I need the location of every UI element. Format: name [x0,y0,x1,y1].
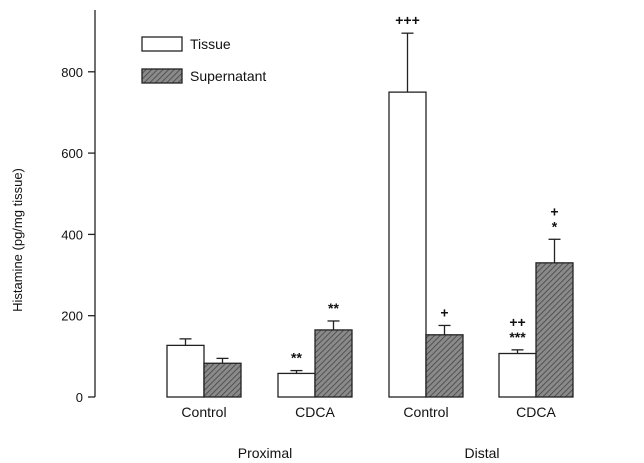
significance-label: + [440,304,448,320]
x-group-label: Distal [464,445,499,461]
significance-label: * [552,218,558,234]
bars [166,32,574,398]
legend: Tissue Supernatant [141,36,266,84]
significance-label: ++ [509,314,525,330]
legend-label: Tissue [190,36,231,52]
legend-swatch-tissue [141,36,183,52]
axes [88,10,96,398]
bar-tissue [498,352,537,398]
x-category-label: CDCA [295,404,335,420]
x-category-label: Control [403,404,448,420]
legend-label: Supernatant [190,68,266,84]
bar-supernatant [203,362,242,398]
y-tick-label: 800 [61,65,83,80]
significance-label: ** [328,300,339,316]
x-category-label: Control [181,404,226,420]
y-tick-label: 0 [76,390,83,405]
significance-label: +++ [395,12,420,28]
y-axis-title: Histamine (pg/mg tissue) [10,168,25,312]
legend-swatch-supernatant [141,68,183,84]
x-category-label: CDCA [516,404,556,420]
y-tick-label: 400 [61,227,83,242]
y-tick-label: 200 [61,309,83,324]
y-tick-label: 600 [61,146,83,161]
bar-tissue [166,344,205,398]
significance-label: *** [509,329,526,345]
x-group-label: Proximal [238,445,292,461]
significance-label: ** [291,350,302,366]
bar-supernatant [425,334,464,398]
bar-supernatant [535,262,574,398]
bar-tissue [388,91,427,398]
bar-supernatant [314,329,353,398]
significance-label: + [550,203,558,219]
bar-tissue [277,372,316,398]
